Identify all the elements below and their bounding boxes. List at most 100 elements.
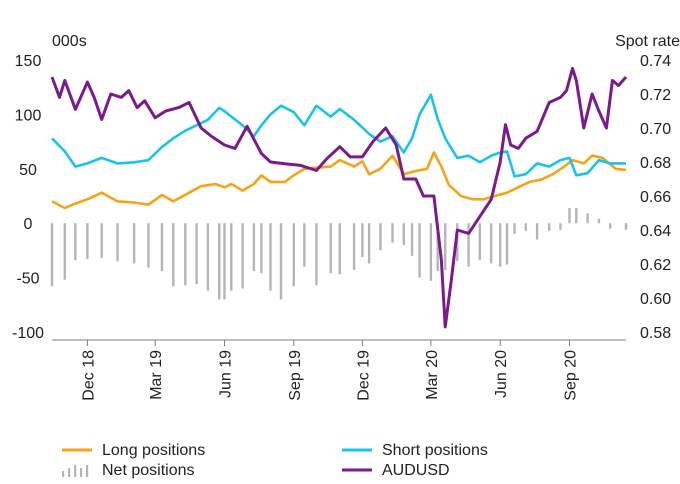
net-positions-bars (50, 207, 628, 300)
x-tick-label: Jun 20 (493, 350, 510, 398)
net-positions-bar (499, 223, 502, 267)
net-positions-bar (568, 207, 571, 224)
net-positions-bar (418, 223, 421, 278)
x-tick-label: Mar 19 (148, 350, 165, 400)
net-positions-bar (230, 223, 233, 291)
net-positions-bar (195, 223, 198, 285)
net-positions-bar (361, 223, 364, 257)
net-positions-bar (391, 223, 394, 243)
x-tick-label: Mar 20 (424, 350, 441, 400)
net-positions-bar (184, 223, 187, 286)
net-positions-bar (100, 223, 103, 259)
net-positions-bar (559, 223, 562, 230)
legend-swatch-bar (68, 468, 71, 477)
right-tick-label: 0.74 (640, 53, 671, 70)
net-positions-bar (160, 223, 164, 272)
net-positions-bar (260, 223, 263, 274)
left-tick-label: 50 (19, 162, 37, 179)
net-positions-bar (478, 223, 482, 261)
legend-swatch-bar (74, 465, 77, 477)
net-positions-bar (436, 223, 439, 272)
net-positions-bar (489, 223, 493, 264)
net-positions-bar (505, 223, 509, 265)
right-axis-unit-label: Spot rate (615, 33, 680, 50)
net-positions-bar (575, 207, 578, 224)
net-positions-bar (535, 223, 539, 240)
left-tick-label: -50 (16, 271, 39, 288)
net-positions-bar (429, 223, 433, 281)
right-tick-label: 0.68 (640, 155, 671, 172)
left-tick-label: -100 (12, 325, 44, 342)
legend: Long positions Short positions Net positio… (62, 442, 488, 479)
legend-label: Net positions (102, 462, 195, 479)
net-positions-bar (116, 223, 119, 262)
left-axis-unit-label: 000s (52, 33, 87, 50)
x-tick-label: Sep 20 (563, 350, 580, 401)
legend-item-short-positions: Short positions (342, 442, 488, 459)
net-positions-bar (218, 223, 221, 300)
net-positions-bar (524, 223, 528, 231)
right-tick-label: 0.66 (640, 189, 671, 206)
net-positions-bar (132, 223, 136, 264)
net-positions-bar (223, 223, 226, 300)
net-positions-bar (241, 223, 244, 289)
legend-label: Long positions (102, 442, 205, 459)
legend-swatch-bar (86, 465, 89, 477)
net-positions-bar (303, 223, 306, 267)
net-positions-bar (172, 223, 175, 287)
legend-item-audusd: AUDUSD (342, 462, 450, 479)
net-positions-bar (624, 223, 628, 230)
net-positions-bar (410, 223, 414, 256)
legend-item-long-positions: Long positions (62, 442, 205, 459)
x-tick-label: Sep 19 (287, 350, 304, 401)
net-positions-bar (63, 223, 67, 280)
net-positions-bar (86, 223, 89, 260)
net-positions-bar (292, 223, 296, 287)
net-positions-bar (252, 223, 256, 272)
left-tick-label: 0 (24, 216, 33, 233)
right-tick-label: 0.72 (640, 87, 671, 104)
net-positions-bar (74, 223, 77, 261)
net-positions-bar (547, 223, 551, 231)
net-positions-bar (147, 223, 150, 268)
left-tick-label: 100 (15, 107, 42, 124)
net-positions-bar (402, 223, 405, 245)
right-tick-label: 0.64 (640, 223, 671, 240)
net-positions-bar (467, 223, 470, 267)
x-tick-label: Jun 19 (218, 350, 235, 398)
left-tick-label: 150 (15, 53, 42, 70)
net-positions-bar (315, 223, 318, 286)
net-positions-bar (444, 223, 447, 270)
net-positions-bar (269, 223, 272, 291)
short-positions-line (51, 93, 626, 178)
legend-label: Short positions (382, 442, 488, 459)
right-tick-label: 0.62 (640, 257, 671, 274)
right-axis-ticks: 0.74 0.72 0.70 0.68 0.66 0.64 0.62 0.60 0.58 (640, 53, 671, 342)
right-tick-label: 0.60 (640, 291, 671, 308)
legend-label: AUDUSD (382, 462, 450, 479)
net-positions-bar (50, 223, 54, 287)
net-positions-bar (513, 223, 516, 235)
audusd-line (50, 67, 628, 329)
net-positions-bar (329, 223, 332, 274)
net-positions-bar (608, 223, 612, 229)
net-positions-bar (279, 223, 283, 300)
net-positions-bar (586, 213, 589, 224)
net-positions-bar (206, 223, 210, 291)
net-positions-bar (367, 223, 371, 264)
net-positions-bar (352, 223, 356, 270)
series-lines (50, 67, 628, 329)
legend-swatch-bar (62, 471, 65, 477)
right-tick-label: 0.58 (640, 325, 671, 342)
long-positions-line (51, 151, 627, 210)
net-positions-bar (597, 218, 601, 224)
legend-item-net-positions: Net positions (62, 462, 195, 479)
x-tick-label: Dec 18 (80, 350, 97, 401)
x-tick-label: Dec 19 (355, 350, 372, 401)
right-tick-label: 0.70 (640, 121, 671, 138)
net-positions-bar (338, 223, 341, 275)
net-positions-bar (379, 223, 382, 251)
x-axis-ticks: Dec 18 Mar 19 Jun 19 Sep 19 Dec 19 Mar 20 Jun … (80, 340, 580, 401)
legend-swatch-bar (80, 468, 83, 477)
